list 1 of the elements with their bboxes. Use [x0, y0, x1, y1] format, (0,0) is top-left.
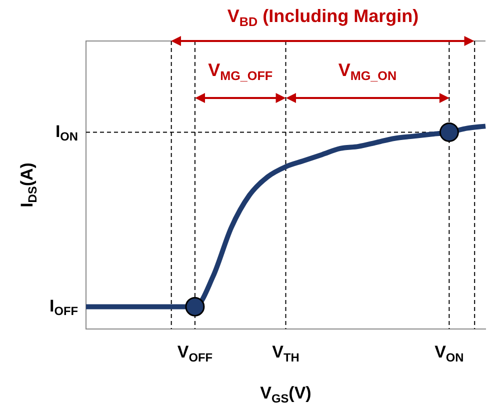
y-axis-title: IDS(A) [18, 162, 40, 208]
